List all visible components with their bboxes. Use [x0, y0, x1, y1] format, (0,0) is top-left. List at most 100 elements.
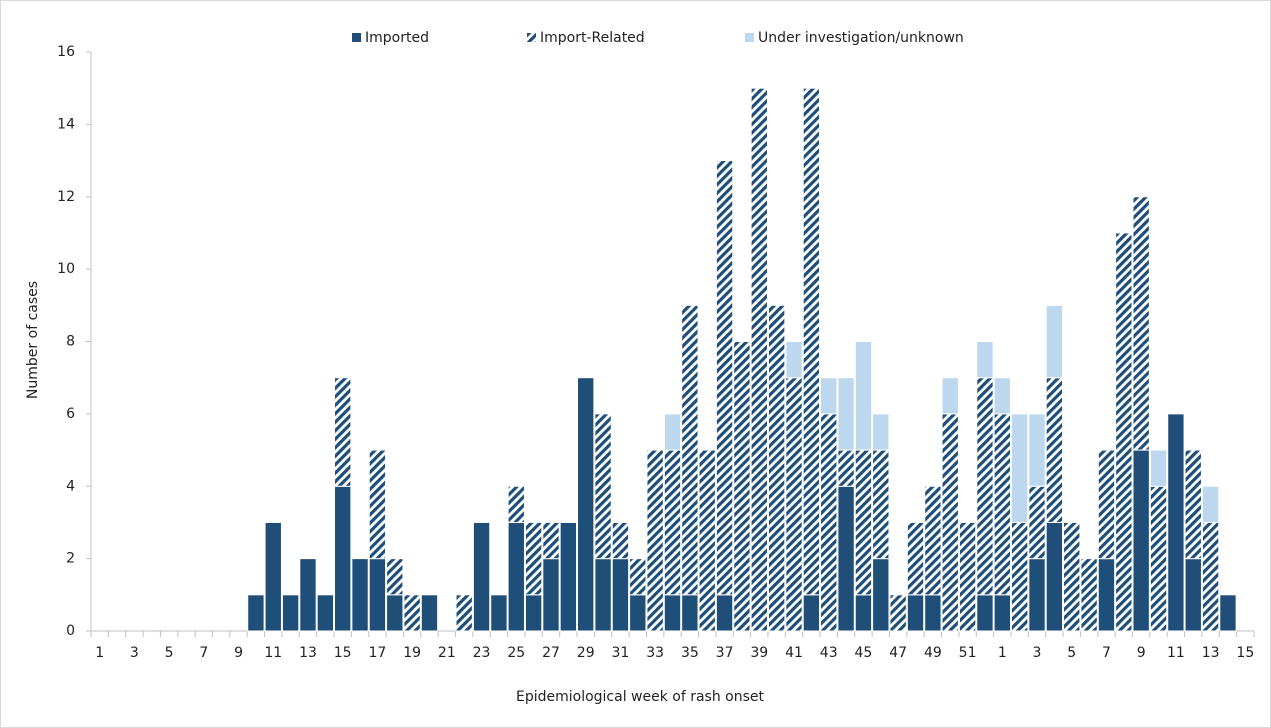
bar-segment [281, 594, 300, 632]
bar-segment [351, 558, 369, 632]
bar-segment [524, 594, 543, 632]
x-tick-label: 51 [959, 645, 977, 661]
bar-segment [386, 558, 404, 596]
x-tick-label: 1 [95, 645, 104, 661]
x-tick-label: 47 [889, 645, 907, 661]
x-tick-label: 11 [264, 645, 282, 661]
x-tick-label: 19 [403, 645, 421, 661]
x-tick-label: 3 [1033, 645, 1042, 661]
bar-segment [854, 594, 873, 632]
bar-segment [490, 594, 508, 632]
x-tick-label: 25 [507, 645, 525, 661]
bar-segment [958, 521, 977, 632]
y-tick-label: 14 [57, 116, 75, 132]
bar-segment [1097, 558, 1116, 632]
bar-segment [1149, 449, 1168, 487]
x-tick-label: 35 [681, 645, 699, 661]
bar-segment [820, 377, 838, 415]
x-tick-label: 21 [438, 645, 456, 661]
bar-segment [524, 521, 543, 596]
bar-segment [993, 413, 1011, 596]
bar-segment [993, 594, 1011, 632]
x-tick-label: 39 [750, 645, 768, 661]
x-tick-label: 37 [716, 645, 734, 661]
bar-segment [872, 558, 890, 632]
bar-segment [1097, 449, 1116, 560]
bar-segment [1132, 196, 1150, 451]
x-tick-label: 45 [855, 645, 873, 661]
bar-segment [507, 521, 525, 632]
bar-segment [334, 485, 352, 632]
bar-segment [577, 377, 595, 632]
bar-segment [837, 449, 855, 487]
bar-segment [264, 521, 282, 632]
bar-segment [889, 594, 907, 632]
bar-segment [976, 377, 994, 596]
bar-segment [1201, 485, 1220, 523]
x-tick-label: 7 [1102, 645, 1111, 661]
bar-segment [629, 594, 647, 632]
bar-segment [837, 377, 855, 451]
bar-segment [802, 594, 821, 632]
legend-swatch [745, 33, 754, 42]
bar-segment [1063, 521, 1081, 632]
bar-segment [368, 449, 387, 560]
bar-segment [906, 521, 925, 596]
bar-segment [299, 558, 317, 632]
bar-segment [611, 558, 630, 632]
bar-segment [1045, 304, 1064, 379]
bar-segment [1028, 558, 1046, 632]
x-tick-label: 17 [368, 645, 386, 661]
bar-segment [941, 413, 959, 632]
legend-swatch [352, 33, 361, 42]
y-tick-label: 4 [66, 478, 75, 494]
x-tick-label: 23 [473, 645, 491, 661]
x-tick-label: 3 [130, 645, 139, 661]
y-axis-label: Number of cases [25, 281, 41, 399]
bar-segment [542, 558, 560, 632]
bar-segment [1184, 449, 1202, 560]
bar-segment [1010, 413, 1029, 523]
x-tick-label: 11 [1167, 645, 1185, 661]
x-axis-label: Epidemiological week of rash onset [516, 689, 765, 705]
bar-segment [854, 341, 873, 451]
x-tick-label: 27 [542, 645, 560, 661]
bar-segment [993, 377, 1011, 415]
x-tick-label: 13 [299, 645, 317, 661]
bar-segment [1201, 521, 1220, 632]
y-tick-label: 8 [66, 334, 75, 350]
bar-segment [1045, 377, 1064, 523]
bar-segment [559, 521, 578, 632]
bar-segment [872, 449, 890, 560]
bar-segment [646, 449, 664, 632]
bar-segment [663, 413, 682, 451]
x-tick-label: 5 [1067, 645, 1076, 661]
x-tick-label: 31 [612, 645, 630, 661]
legend-label: Imported [365, 30, 429, 46]
bar-segment [976, 594, 994, 632]
x-tick-label: 33 [646, 645, 664, 661]
x-tick-label: 41 [785, 645, 803, 661]
bar-segment [507, 485, 525, 523]
bar-segment [820, 413, 838, 632]
y-tick-label: 2 [66, 551, 75, 567]
bar-segment [698, 449, 716, 632]
bar-segment [976, 341, 994, 379]
bar-segment [1167, 413, 1185, 632]
bar-segment [924, 485, 942, 596]
bar-segment [334, 377, 352, 487]
bar-segment [663, 449, 682, 596]
bar-segment [594, 413, 612, 560]
bar-segment [1219, 594, 1237, 632]
x-tick-label: 29 [577, 645, 595, 661]
bar-segment [854, 449, 873, 596]
legend-swatch [527, 33, 536, 42]
bar-segment [1132, 449, 1150, 632]
x-tick-label: 5 [165, 645, 174, 661]
bar-segment [785, 377, 803, 632]
x-tick-label: 1 [998, 645, 1007, 661]
x-tick-label: 15 [1236, 645, 1254, 661]
bar-segment [403, 594, 421, 632]
